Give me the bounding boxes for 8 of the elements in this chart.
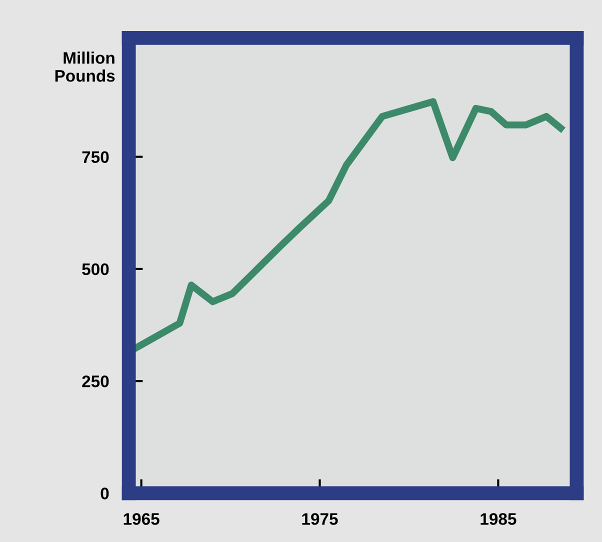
x-tick-label: 1975 [302,513,338,525]
y-axis-title: Million Pounds [55,52,115,82]
y-tick-label: 750 [82,151,109,164]
y-tick-label: 500 [82,263,109,276]
y-tick-label: 250 [82,375,109,388]
y-tick-label: 0 [100,488,109,500]
x-tick-label: 1985 [480,513,516,525]
x-tick-label: 1965 [124,513,160,525]
